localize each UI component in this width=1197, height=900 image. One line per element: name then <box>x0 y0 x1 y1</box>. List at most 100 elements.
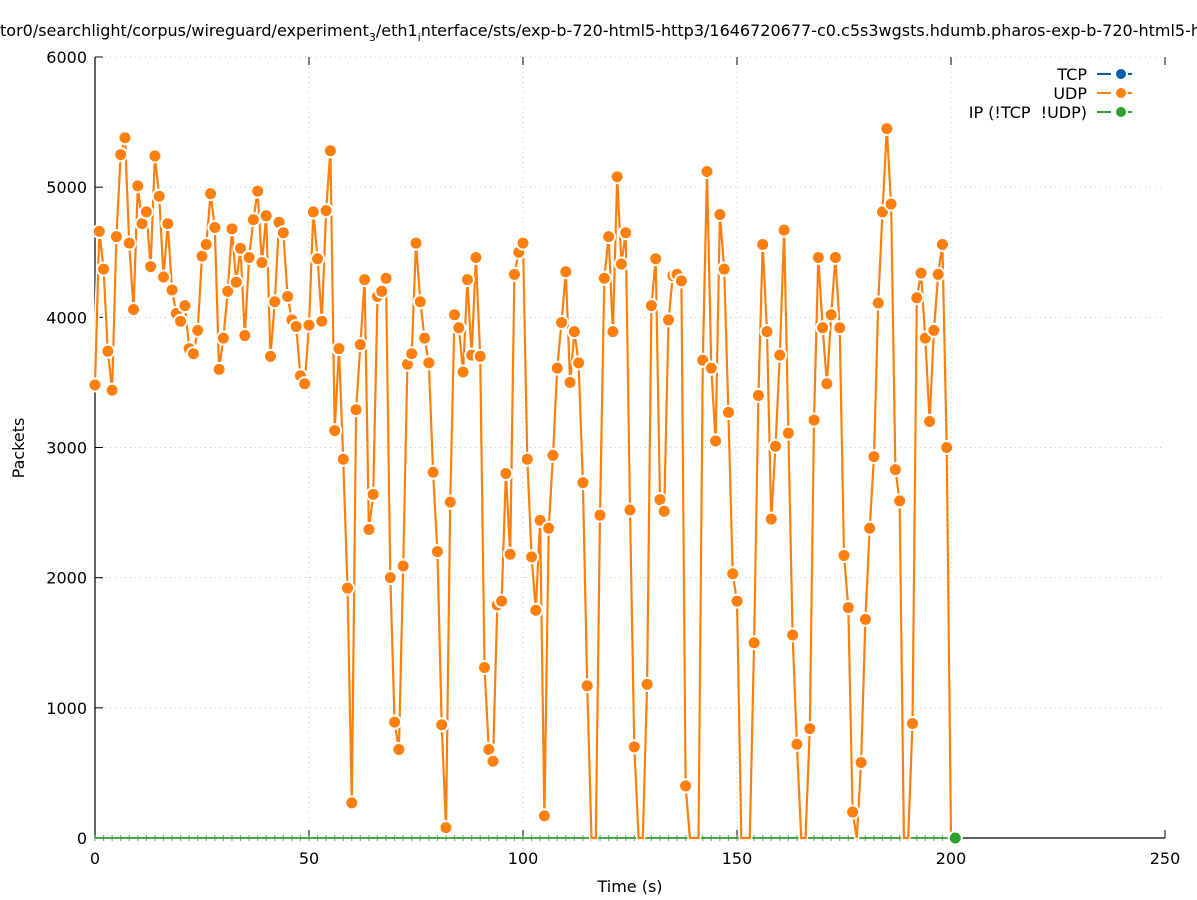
udp-point <box>164 282 180 298</box>
y-axis-label: Packets <box>9 418 28 479</box>
title-part: /eth1 <box>376 21 418 40</box>
udp-point <box>476 659 492 675</box>
udp-point <box>626 739 642 755</box>
x-axis-ticks: 0 50 100 150 200 250 <box>90 57 1180 868</box>
udp-point <box>703 360 719 376</box>
udp-point <box>622 502 638 518</box>
udp-point <box>429 544 445 560</box>
udp-point <box>250 183 266 199</box>
x-tick-label: 100 <box>508 849 539 868</box>
udp-point <box>609 169 625 185</box>
udp-point <box>455 364 471 380</box>
udp-point <box>147 148 163 164</box>
udp-point <box>91 223 107 239</box>
udp-point <box>541 520 557 536</box>
udp-point <box>130 178 146 194</box>
udp-point <box>678 778 694 794</box>
udp-point <box>245 212 261 228</box>
udp-point <box>558 264 574 280</box>
udp-point <box>485 753 501 769</box>
udp-point <box>579 678 595 694</box>
udp-point <box>506 266 522 282</box>
udp-point <box>314 313 330 329</box>
udp-point <box>447 307 463 323</box>
udp-point <box>648 251 664 267</box>
udp-point <box>224 221 240 237</box>
udp-point <box>331 341 347 357</box>
udp-point <box>310 251 326 267</box>
udp-point <box>143 259 159 275</box>
udp-point <box>262 348 278 364</box>
udp-point <box>750 387 766 403</box>
udp-point <box>832 320 848 336</box>
udp-point <box>810 249 826 265</box>
udp-point <box>322 143 338 159</box>
udp-point <box>267 294 283 310</box>
udp-point <box>789 736 805 752</box>
y-tick-label: 3000 <box>46 439 87 458</box>
udp-point <box>605 324 621 340</box>
udp-point <box>716 261 732 277</box>
udp-point <box>853 755 869 771</box>
udp-point <box>772 347 788 363</box>
udp-point <box>913 265 929 281</box>
udp-point <box>934 236 950 252</box>
udp-point <box>211 361 227 377</box>
series-udp <box>87 121 955 841</box>
udp-point <box>498 466 514 482</box>
udp-point <box>836 548 852 564</box>
udp-point <box>203 186 219 202</box>
udp-point <box>494 593 510 609</box>
chart-title: tor0/searchlight/corpus/wireguard/experi… <box>0 21 1197 44</box>
udp-point <box>596 270 612 286</box>
udp-point <box>155 269 171 285</box>
y-axis-ticks: 0 1000 2000 3000 4000 5000 6000 <box>46 48 103 848</box>
udp-point <box>575 475 591 491</box>
udp-point <box>661 312 677 328</box>
udp-point <box>198 236 214 252</box>
udp-point <box>108 229 124 245</box>
udp-point <box>883 196 899 212</box>
udp-point <box>160 216 176 232</box>
udp-point <box>382 570 398 586</box>
legend-item-udp[interactable]: UDP <box>1053 84 1146 103</box>
legend-marker-ip <box>1114 105 1128 119</box>
x-axis-label: Time (s) <box>596 877 662 896</box>
udp-point <box>335 451 351 467</box>
udp-point <box>879 121 895 137</box>
udp-point <box>190 322 206 338</box>
x-tick-label: 150 <box>722 849 753 868</box>
udp-point <box>113 147 129 163</box>
udp-point <box>305 204 321 220</box>
udp-point <box>472 348 488 364</box>
udp-point <box>173 313 189 329</box>
udp-point <box>768 438 784 454</box>
udp-point <box>357 272 373 288</box>
udp-point <box>421 355 437 371</box>
udp-point <box>117 130 133 146</box>
udp-point <box>904 715 920 731</box>
udp-point <box>515 235 531 251</box>
udp-point <box>862 520 878 536</box>
x-tick-label: 200 <box>936 849 967 868</box>
udp-point <box>673 273 689 289</box>
udp-point <box>451 320 467 336</box>
y-tick-label: 4000 <box>46 308 87 327</box>
udp-point <box>417 330 433 346</box>
udp-point <box>126 302 142 318</box>
udp-point <box>344 795 360 811</box>
legend: TCP UDP IP (!TCP !UDP) <box>969 65 1146 122</box>
udp-point <box>340 580 356 596</box>
udp-point <box>776 222 792 238</box>
udp-point <box>207 220 223 236</box>
udp-point <box>601 229 617 245</box>
legend-item-ip[interactable]: IP (!TCP !UDP) <box>969 103 1146 122</box>
x-tick-label: 0 <box>90 849 100 868</box>
udp-point <box>939 440 955 455</box>
udp-point <box>254 255 270 271</box>
udp-point <box>387 714 403 730</box>
udp-point <box>815 320 831 336</box>
legend-item-tcp[interactable]: TCP <box>1056 65 1146 84</box>
udp-point <box>845 804 861 820</box>
udp-point <box>545 447 561 463</box>
